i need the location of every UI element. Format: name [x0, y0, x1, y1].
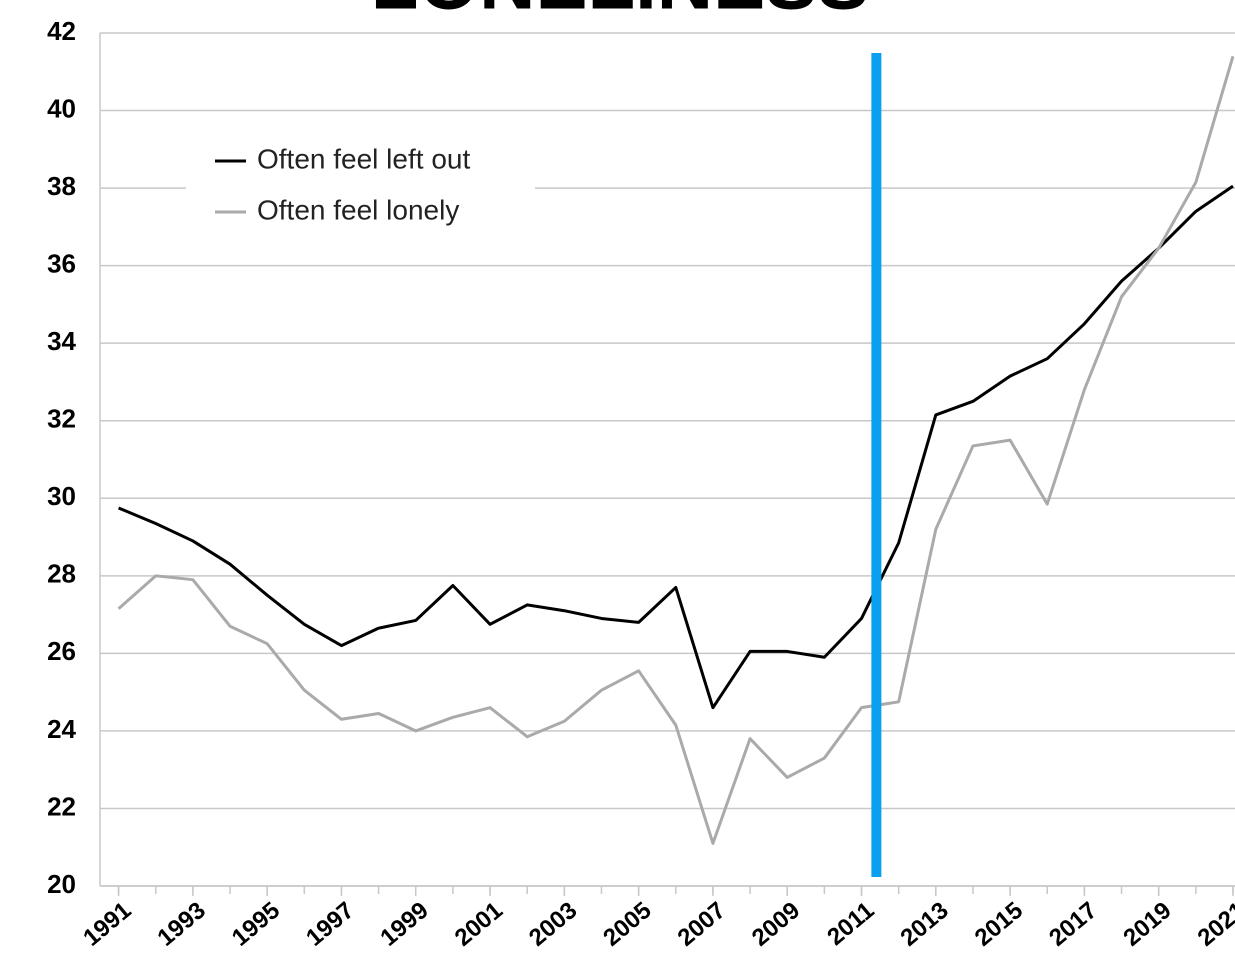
- x-tick-label: 2019: [1118, 897, 1176, 952]
- legend-label: Often feel lonely: [257, 194, 459, 225]
- y-tick-label: 26: [47, 636, 76, 666]
- y-tick-label: 24: [47, 714, 76, 744]
- y-tick-label: 34: [47, 326, 76, 356]
- y-tick-label: 40: [47, 93, 76, 123]
- x-tick-label: 1995: [227, 897, 285, 952]
- x-tick-label: 2005: [598, 897, 656, 952]
- x-tick-label: 1993: [153, 897, 211, 952]
- y-tick-label: 30: [47, 481, 76, 511]
- x-tick-label: 2009: [747, 897, 805, 952]
- y-tick-label: 20: [47, 869, 76, 899]
- y-tick-label: 22: [47, 791, 76, 821]
- y-tick-label: 36: [47, 249, 76, 279]
- chart-title: LONELINESS: [371, 0, 869, 26]
- line-series: [117, 184, 1234, 710]
- x-tick-label: 2011: [822, 897, 879, 951]
- y-tick-label: 28: [47, 559, 76, 589]
- x-tick-label: 2003: [524, 897, 582, 952]
- x-tick-label: 1999: [375, 897, 433, 952]
- line-series: [117, 55, 1235, 845]
- x-tick-label: 2013: [895, 897, 953, 952]
- x-tick-label: 2017: [1044, 897, 1102, 952]
- y-tick-label: 32: [47, 404, 76, 434]
- x-tick-label: 2021: [1193, 897, 1235, 952]
- x-tick-label: 2015: [970, 897, 1028, 952]
- x-tick-label: 2007: [673, 897, 731, 952]
- legend-label: Often feel left out: [257, 143, 470, 174]
- legend-box: [186, 138, 535, 234]
- x-tick-label: 2001: [450, 897, 508, 952]
- y-tick-label: 42: [47, 16, 76, 46]
- x-tick-label: 1991: [78, 897, 136, 952]
- x-tick-label: 1997: [301, 897, 359, 952]
- y-tick-label: 38: [47, 171, 76, 201]
